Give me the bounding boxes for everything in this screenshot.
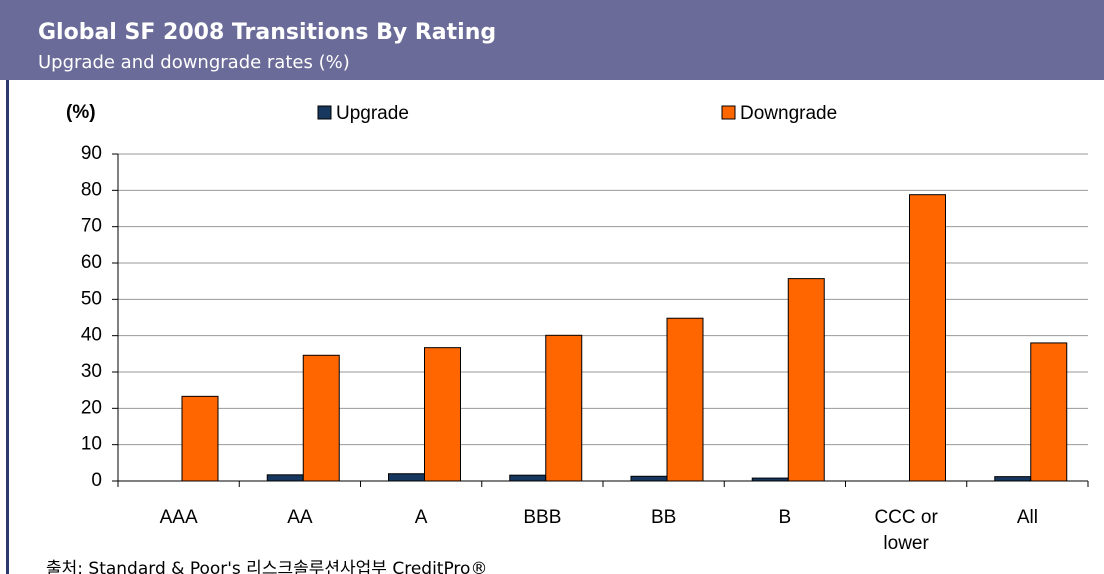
x-tick-label: AAA <box>159 507 198 528</box>
chart-title: Global SF 2008 Transitions By Rating <box>38 20 497 45</box>
y-tick-label: 80 <box>81 179 102 200</box>
y-tick-label: 0 <box>91 470 102 491</box>
left-border <box>6 80 9 574</box>
y-tick-label: 70 <box>81 216 102 237</box>
bar <box>266 474 304 482</box>
x-tick-label: BB <box>650 507 677 528</box>
bar <box>1030 342 1068 482</box>
x-tick-label: A <box>414 507 428 528</box>
bar <box>302 354 340 482</box>
chart-subtitle: Upgrade and downgrade rates (%) <box>38 52 350 73</box>
x-tick-label: AA <box>287 507 313 528</box>
header: Global SF 2008 Transitions By Rating Upg… <box>0 0 1104 80</box>
source: 출처: Standard & Poor's 리스크솔루션사업부 CreditPr… <box>46 559 488 574</box>
legend-label: Downgrade <box>740 103 837 124</box>
x-tick-label: CCC or lower <box>874 507 938 554</box>
y-tick-label: 30 <box>81 361 102 382</box>
y-tick-label: 50 <box>81 288 102 309</box>
bar <box>909 194 946 482</box>
legend-swatch <box>317 105 332 120</box>
legend-swatch <box>721 105 736 120</box>
y-tick-label: 90 <box>81 143 102 164</box>
y-axis-label: (%) <box>66 102 96 123</box>
bar <box>751 477 789 482</box>
bar <box>181 395 219 482</box>
y-tick-label: 20 <box>81 397 102 418</box>
legend-label: Upgrade <box>336 103 409 124</box>
x-tick-label: B <box>778 507 792 528</box>
x-tick-label: BBB <box>523 507 562 528</box>
y-tick-label: 40 <box>81 325 102 346</box>
bar <box>994 476 1032 482</box>
bar <box>787 278 825 482</box>
y-tick-label: 60 <box>81 252 102 273</box>
y-tick-label: 10 <box>81 434 102 455</box>
x-tick-label: All <box>1016 507 1038 528</box>
bar <box>388 473 425 482</box>
bar <box>509 474 547 482</box>
bar <box>424 347 461 482</box>
bar <box>666 317 704 482</box>
bar <box>545 334 583 482</box>
bar <box>630 475 668 482</box>
